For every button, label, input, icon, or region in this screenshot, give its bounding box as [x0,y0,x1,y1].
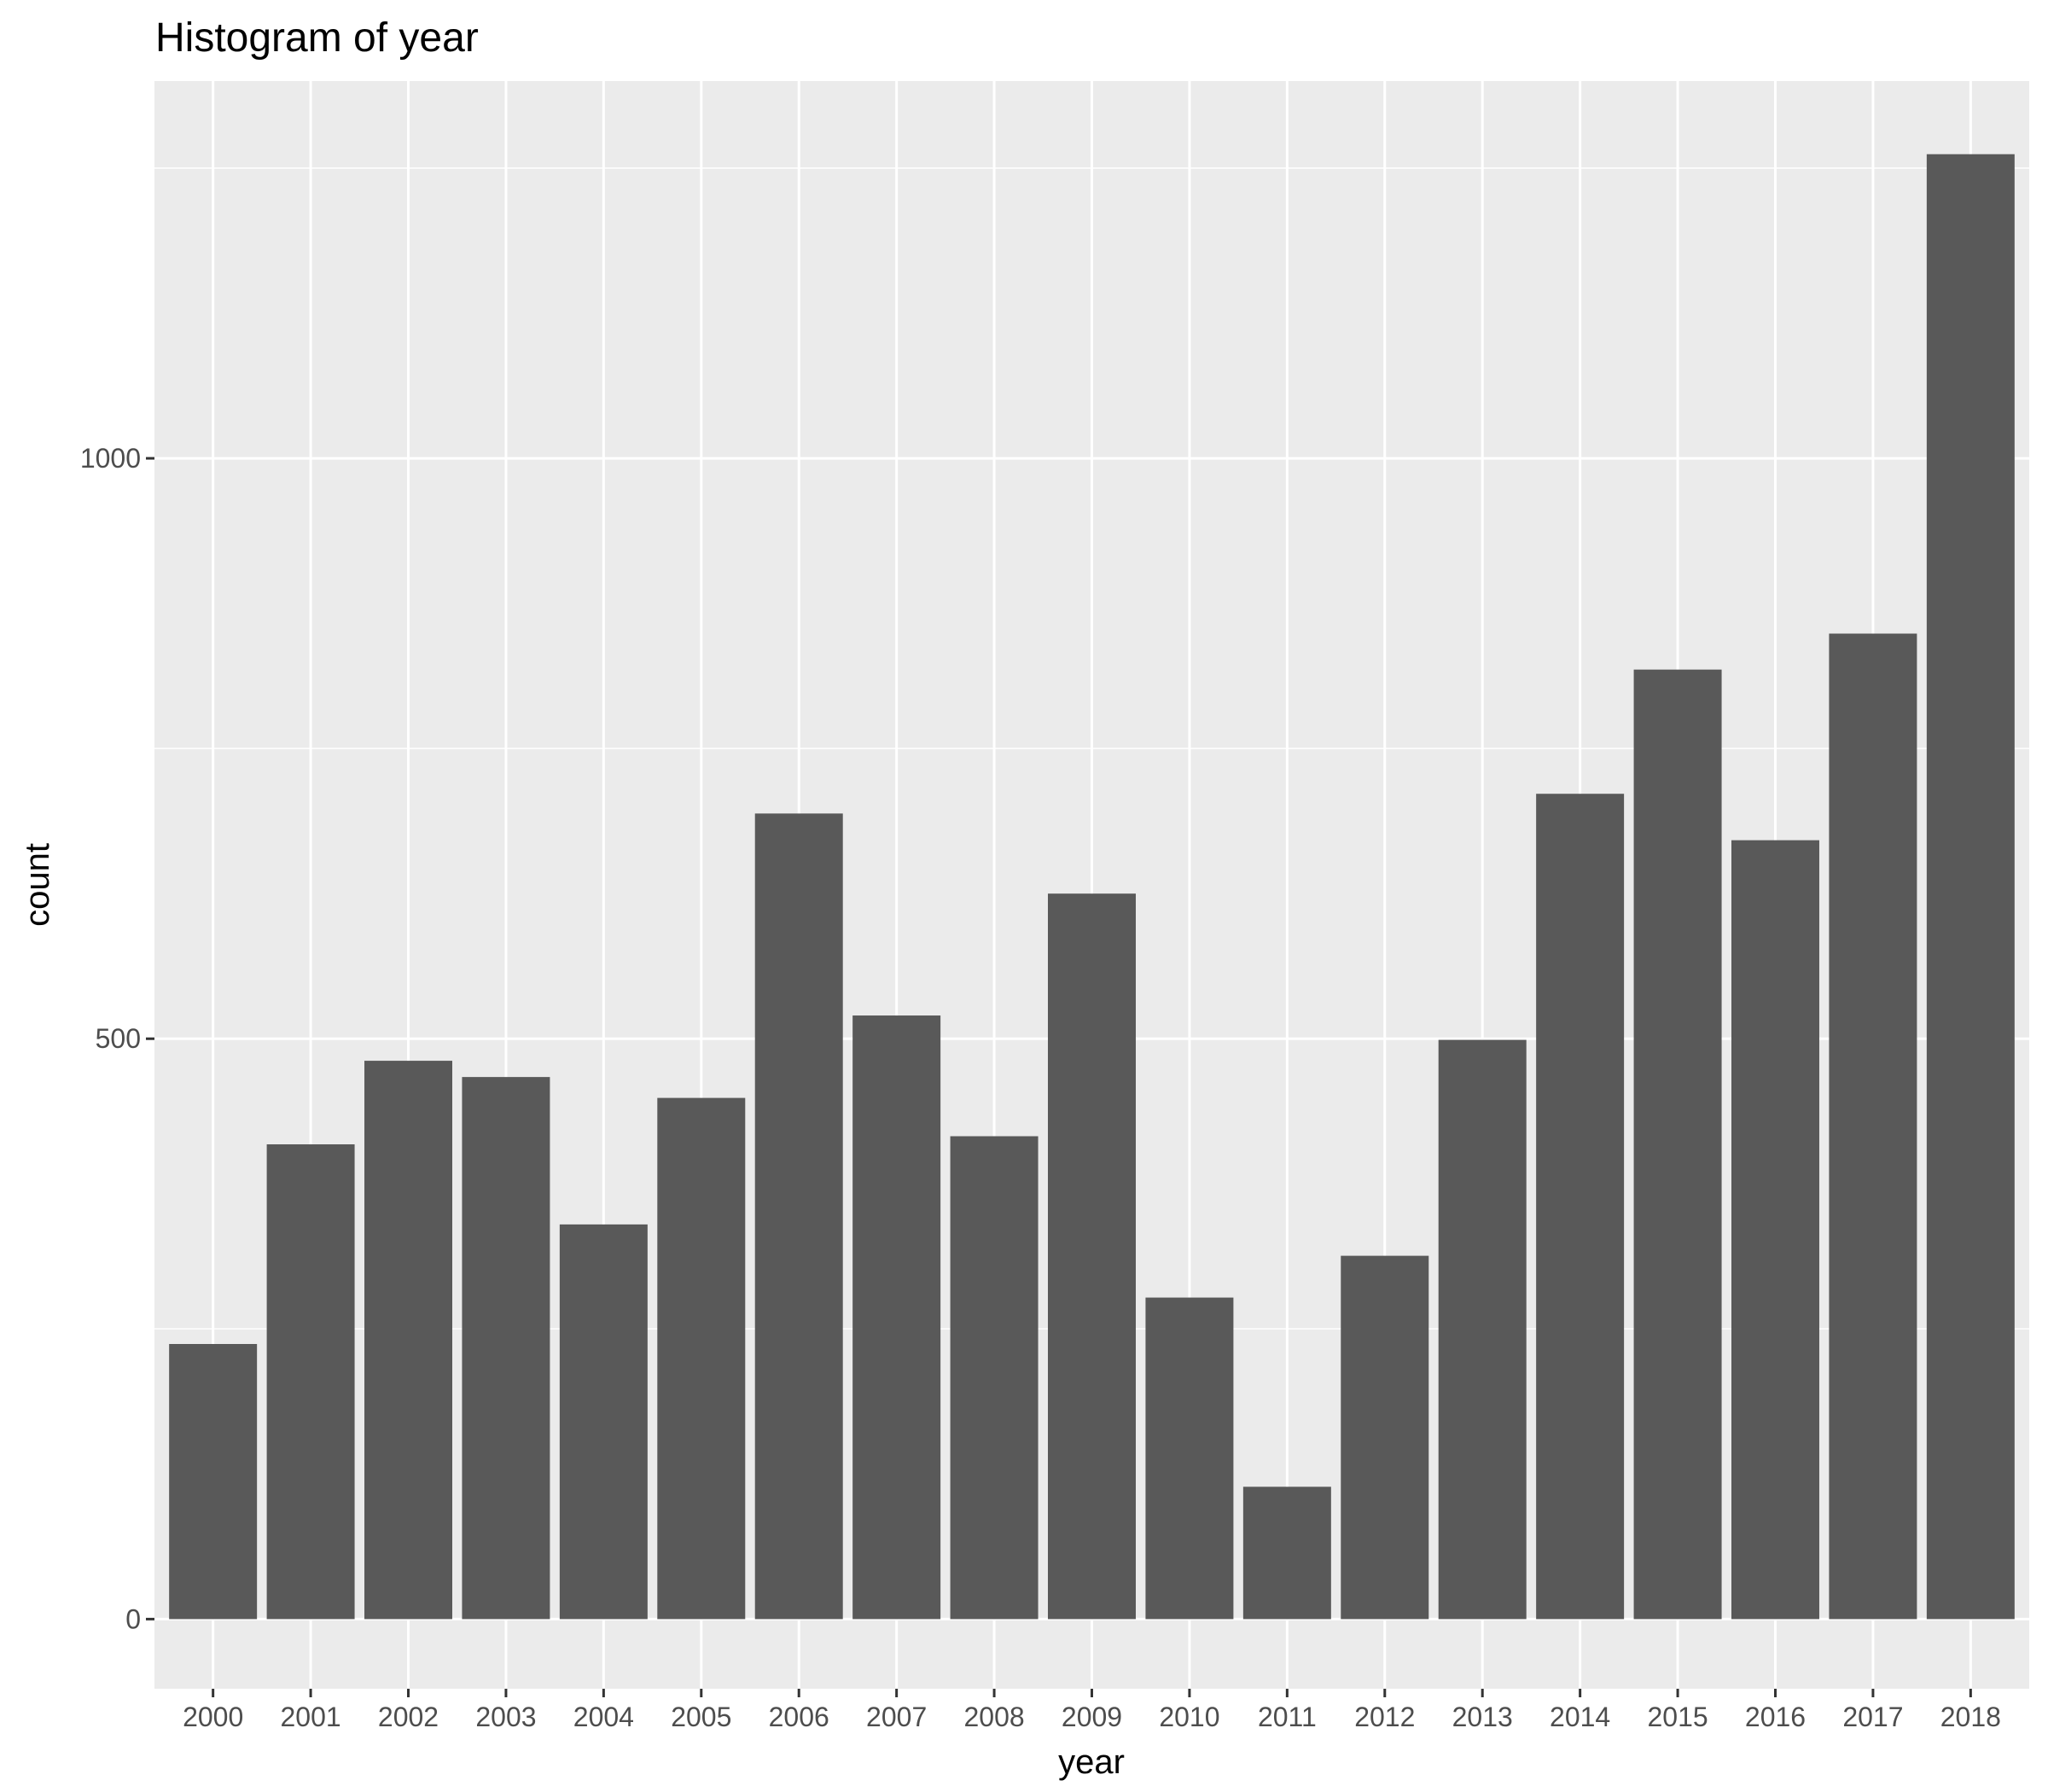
y-axis-title: count [19,843,56,927]
x-tick-label: 2003 [475,1702,536,1732]
bar-2004 [559,1224,648,1620]
bar-2009 [1048,893,1136,1620]
bar-2017 [1829,633,1917,1620]
x-tick-label: 2011 [1258,1702,1317,1732]
bar-2005 [657,1097,746,1620]
x-tick-label: 2014 [1550,1702,1610,1732]
bar-2001 [266,1144,355,1620]
y-tick-label: 500 [96,1023,141,1054]
x-tick-label: 2005 [671,1702,731,1732]
bar-2014 [1536,794,1625,1620]
x-axis-title: year [1058,1743,1125,1781]
x-tick-label: 2013 [1452,1702,1513,1732]
x-tick-label: 2012 [1354,1702,1415,1732]
bar-2018 [1926,154,2015,1620]
bar-2010 [1145,1297,1234,1620]
x-tick-label: 2007 [866,1702,927,1732]
bar-2008 [950,1136,1039,1620]
y-tick-label: 1000 [80,443,141,474]
y-axis: 0 500 1000 [80,443,154,1634]
x-tick-label: 2001 [280,1702,340,1732]
x-tick-label: 2015 [1647,1702,1708,1732]
x-tick-label: 2002 [378,1702,439,1732]
x-tick-label: 2008 [963,1702,1024,1732]
bar-2011 [1242,1487,1331,1620]
x-tick-label: 2009 [1062,1702,1122,1732]
chart-title: Histogram of year [155,15,479,61]
y-tick-label: 0 [125,1603,141,1634]
x-tick-label: 2006 [769,1702,829,1732]
x-tick-label: 2000 [183,1702,243,1732]
bars-layer [169,154,2015,1620]
bar-2003 [462,1077,550,1620]
x-tick-label: 2016 [1745,1702,1806,1732]
x-tick-label: 2010 [1159,1702,1219,1732]
x-tick-label: 2004 [573,1702,634,1732]
bar-2013 [1438,1039,1527,1620]
bar-2012 [1341,1255,1429,1620]
bar-2006 [754,813,843,1620]
bar-2000 [169,1343,258,1620]
bar-2015 [1633,669,1722,1620]
bar-2002 [364,1061,453,1620]
bar-2016 [1731,840,1819,1620]
x-axis: 2000 2001 2002 2003 2004 2005 2006 2007 2008 2009… [183,1689,2001,1732]
bar-2007 [852,1015,941,1620]
x-tick-label: 2017 [1842,1702,1903,1732]
x-tick-label: 2018 [1940,1702,2001,1732]
